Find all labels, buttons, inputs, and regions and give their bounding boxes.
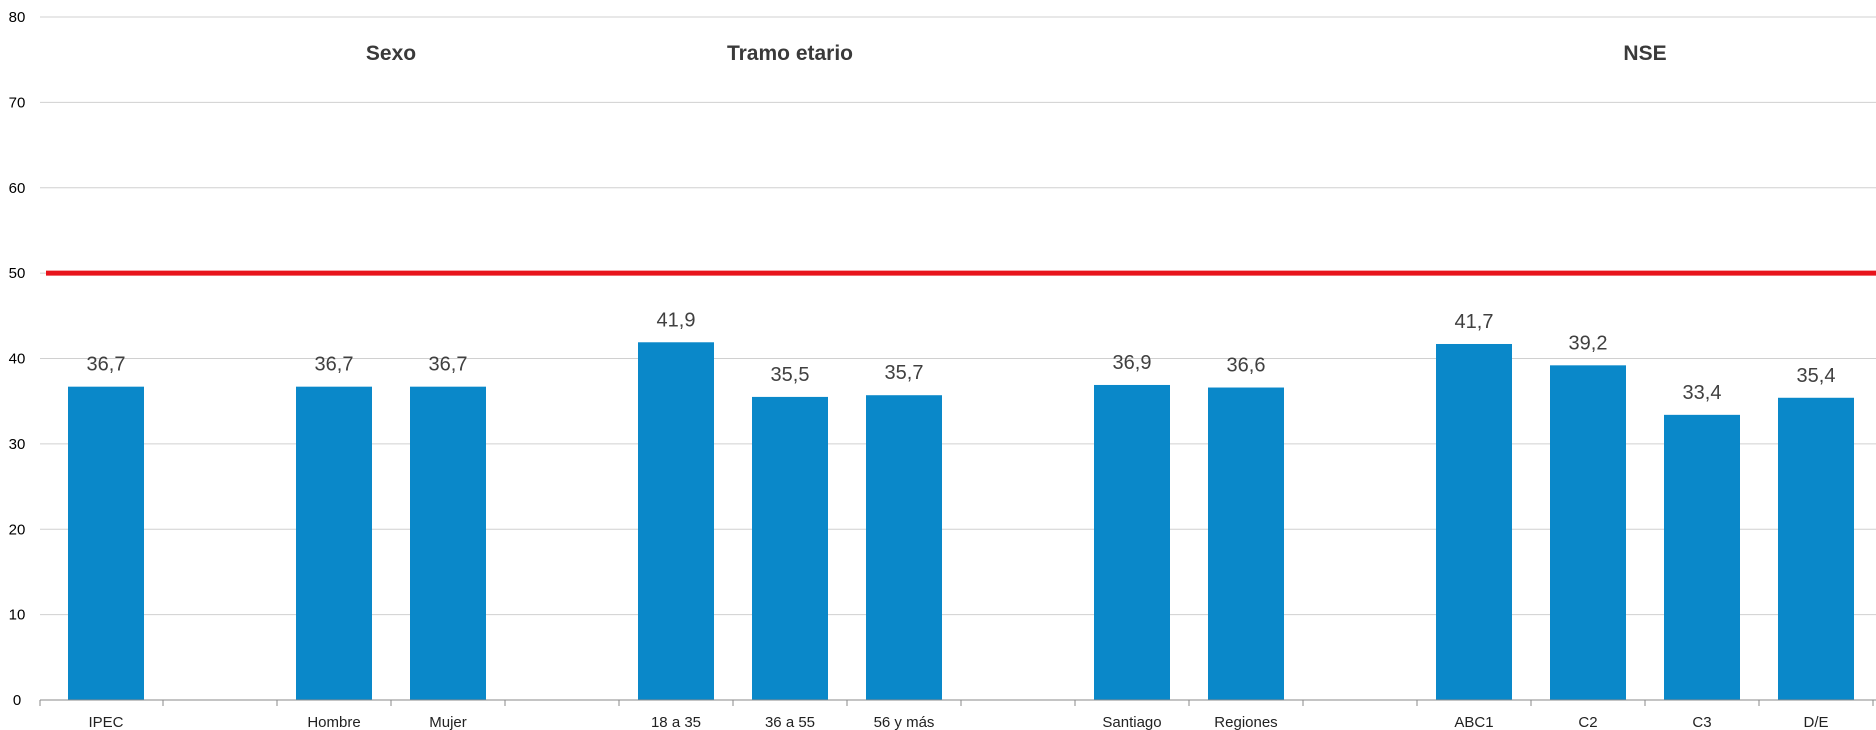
y-tick-label: 30 xyxy=(9,436,26,453)
bar xyxy=(1436,343,1512,700)
bar xyxy=(1664,414,1740,700)
bar xyxy=(296,386,372,700)
category-label: C2 xyxy=(1578,714,1597,730)
bar xyxy=(68,386,144,700)
category-label: C3 xyxy=(1692,714,1711,730)
y-tick-label: 10 xyxy=(9,607,26,624)
category-label: Santiago xyxy=(1102,714,1161,730)
data-label: 36,6 xyxy=(1227,355,1266,377)
data-label: 35,4 xyxy=(1797,365,1836,387)
category-label: 36 a 55 xyxy=(765,714,815,730)
data-labels: 36,7 36,7 36,7 41,9 35,5 35,7 36,9 36,6 41,7 39,2… xyxy=(87,309,1836,404)
category-labels: IPEC Hombre Mujer 18 a 35 36 a 55 56 y más San… xyxy=(88,714,1828,730)
category-label: Regiones xyxy=(1214,714,1277,730)
category-label: IPEC xyxy=(88,714,123,730)
data-label: 36,7 xyxy=(87,354,126,376)
bar xyxy=(752,396,828,700)
data-label: 36,7 xyxy=(315,354,354,376)
data-label: 35,5 xyxy=(771,364,810,386)
y-tick-label: 50 xyxy=(9,265,26,282)
bar xyxy=(1778,397,1854,700)
x-axis xyxy=(39,699,1876,706)
data-label: 36,7 xyxy=(429,354,468,376)
bar xyxy=(1208,387,1284,700)
category-label: 56 y más xyxy=(874,714,935,730)
y-tick-label: 70 xyxy=(9,94,26,111)
y-tick-label: 60 xyxy=(9,180,26,197)
bar xyxy=(410,386,486,700)
group-label: Sexo xyxy=(366,42,416,65)
y-tick-label: 0 xyxy=(13,692,21,709)
category-label: ABC1 xyxy=(1454,714,1493,730)
category-label: Hombre xyxy=(307,714,360,730)
group-label: Tramo etario xyxy=(727,42,853,65)
bar xyxy=(1550,365,1626,700)
y-tick-label: 40 xyxy=(9,351,26,368)
group-label: NSE xyxy=(1623,42,1666,65)
data-label: 39,2 xyxy=(1569,332,1608,354)
bar xyxy=(638,342,714,700)
bar xyxy=(866,395,942,700)
data-label: 33,4 xyxy=(1683,382,1722,404)
y-tick-label: 20 xyxy=(9,521,26,538)
data-label: 36,9 xyxy=(1113,352,1152,374)
data-label: 41,7 xyxy=(1455,311,1494,333)
group-labels: Sexo Tramo etario NSE xyxy=(366,42,1667,65)
category-label: Mujer xyxy=(429,714,467,730)
category-label: D/E xyxy=(1803,714,1828,730)
data-label: 35,7 xyxy=(885,362,924,384)
data-label: 41,9 xyxy=(657,309,696,331)
y-axis-ticks: 0 10 20 30 40 50 60 70 80 xyxy=(9,9,26,709)
y-tick-label: 80 xyxy=(9,9,26,26)
bars xyxy=(68,342,1854,700)
category-label: 18 a 35 xyxy=(651,714,701,730)
bar xyxy=(1094,384,1170,700)
